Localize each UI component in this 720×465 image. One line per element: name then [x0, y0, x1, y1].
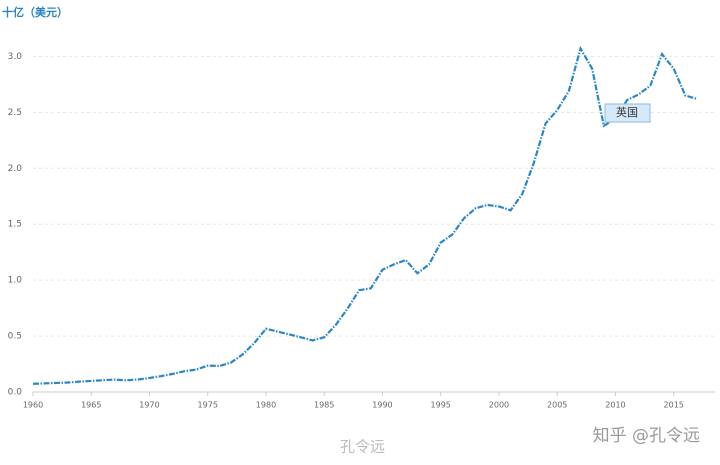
watermark: 知乎 @孔令远 — [593, 426, 700, 446]
y-tick-label: 1.5 — [8, 220, 22, 230]
y-tick-label: 1.0 — [8, 276, 23, 286]
x-tick-label: 1960 — [23, 401, 43, 410]
unit-label: 十亿（美元） — [2, 5, 68, 19]
x-tick-label: 1970 — [139, 401, 159, 410]
series-line — [32, 45, 698, 385]
x-tick-label: 1985 — [314, 401, 334, 410]
x-tick-label: 1990 — [372, 401, 392, 410]
y-tick-label: 0.5 — [8, 332, 22, 342]
x-tick-label: 1965 — [81, 401, 101, 410]
x-tick-label: 2010 — [605, 401, 625, 410]
watermark: 孔令远 — [340, 438, 385, 456]
x-tick-label: 2005 — [547, 401, 567, 410]
x-tick-label: 1975 — [198, 401, 218, 410]
x-tick-label: 2000 — [489, 401, 509, 410]
x-tick-label: 1995 — [431, 401, 451, 410]
y-tick-label: 0.0 — [8, 388, 23, 398]
x-tick-label: 2015 — [664, 401, 684, 410]
y-tick-label: 2.5 — [8, 108, 22, 118]
series-label-box — [604, 103, 651, 123]
series-label: 英国 — [616, 105, 638, 119]
y-tick-label: 2.0 — [8, 164, 23, 174]
x-tick-label: 1980 — [256, 401, 276, 410]
y-tick-label: 3.0 — [8, 52, 23, 62]
